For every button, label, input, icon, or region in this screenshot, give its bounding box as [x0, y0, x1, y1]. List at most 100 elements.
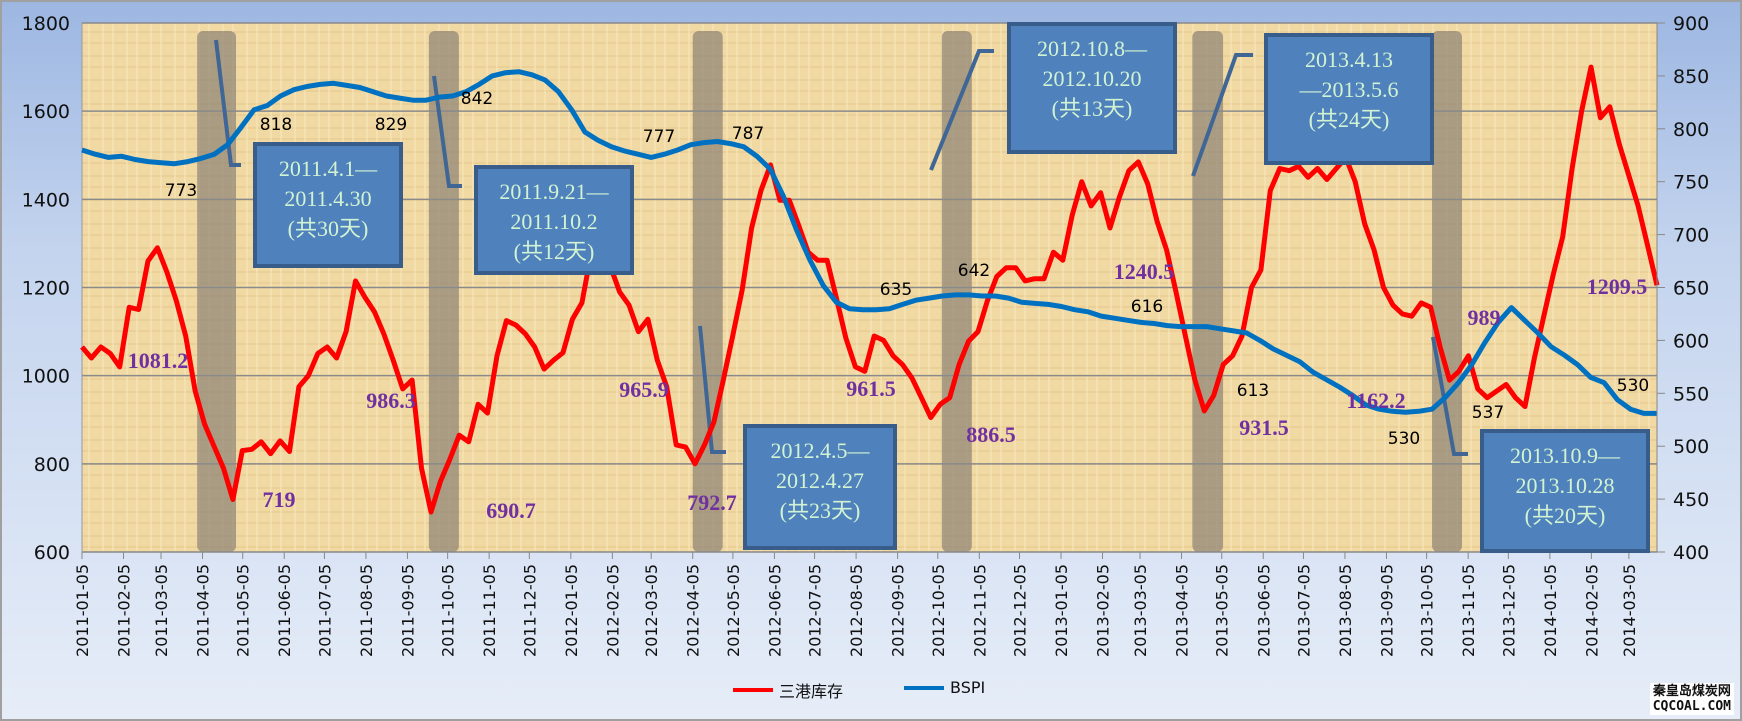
- inventory-label: 1240.5: [1114, 259, 1175, 284]
- callout-line: 2011.10.2: [510, 209, 598, 234]
- x-tick-label: 2012-07-05: [806, 564, 825, 657]
- inventory-label: 961.5: [846, 376, 896, 401]
- callout-leader: [929, 49, 994, 171]
- watermark-line: CQCOAL.COM: [1652, 699, 1731, 714]
- inventory-label: 1209.5: [1587, 274, 1648, 299]
- x-tick-label: 2013-05-05: [1213, 564, 1232, 657]
- legend-label: BSPI: [950, 678, 986, 697]
- x-tick-label: 2011-12-05: [520, 564, 539, 657]
- callout-line: (共30天): [287, 216, 369, 241]
- period-callout: 2013.4.13 —2013.5.6 (共24天): [1264, 33, 1434, 165]
- inventory-label: 719: [263, 487, 296, 512]
- y-left-tick-label: 1600: [22, 101, 70, 123]
- x-tick-label: 2012-05-05: [724, 564, 743, 657]
- x-tick-label: 2011-02-05: [115, 564, 134, 657]
- inventory-line: [80, 64, 1660, 515]
- inventory-label: 886.5: [966, 422, 1016, 447]
- legend-bspi: BSPI: [904, 678, 985, 697]
- x-tick-label: 2011-09-05: [398, 564, 417, 657]
- bspi-label: 635: [880, 280, 912, 300]
- shaded-period-band: [1432, 31, 1462, 552]
- callout-line: 2011.4.30: [284, 186, 372, 211]
- callout-line: (共13天): [1051, 96, 1133, 121]
- x-tick-label: 2011-03-05: [152, 564, 171, 657]
- callout-line: 2013.10.28: [1515, 473, 1615, 498]
- x-tick-label: 2013-03-05: [1131, 564, 1150, 657]
- x-tick-label: 2012-04-05: [684, 564, 703, 657]
- inventory-label: 1081.2: [128, 348, 189, 373]
- x-tick-label: 2012-11-05: [970, 564, 989, 657]
- y-right-tick-label: 800: [1673, 119, 1709, 141]
- x-tick-label: 2012-02-05: [603, 564, 622, 657]
- inventory-label: 989: [1468, 305, 1501, 330]
- watermark-logo: 秦皇岛煤炭网 CQCOAL.COM: [1649, 683, 1734, 715]
- inventory-label: 965.9: [619, 377, 669, 402]
- x-tick-label: 2013-12-05: [1499, 564, 1518, 657]
- callout-leader: [698, 325, 726, 454]
- bspi-label: 777: [643, 127, 675, 147]
- legend-swatch-red: [733, 688, 773, 692]
- x-tick-label: 2014-01-05: [1541, 564, 1560, 657]
- inventory-label: 1162.2: [1346, 388, 1405, 413]
- bspi-label: 818: [260, 115, 292, 135]
- callout-line: —2013.5.6: [1299, 77, 1399, 102]
- x-tick-label: 2011-10-05: [439, 564, 458, 657]
- bspi-label: 642: [958, 261, 990, 281]
- x-tick-label: 2012-08-05: [847, 564, 866, 657]
- callout-line: 2012.10.8—: [1037, 36, 1147, 61]
- callout-leader: [432, 75, 462, 188]
- callout-line: (共24天): [1308, 107, 1390, 132]
- shaded-period-band: [941, 31, 972, 552]
- y-right-tick-label: 700: [1673, 225, 1709, 247]
- y-right-tick-label: 400: [1673, 542, 1709, 564]
- y-right-tick-label: 900: [1673, 13, 1709, 35]
- callout-line: (共23天): [779, 498, 861, 523]
- x-tick-label: 2011-11-05: [480, 564, 499, 657]
- legend-swatch-blue: [904, 685, 944, 690]
- x-tick-label: 2013-01-05: [1052, 564, 1071, 657]
- period-callout: 2013.10.9— 2013.10.28 (共20天): [1480, 429, 1650, 553]
- y-right-tick-label: 450: [1673, 489, 1709, 511]
- y-right-tick-label: 850: [1673, 66, 1709, 88]
- inventory-label: 986.3: [366, 388, 416, 413]
- x-tick-label: 2013-02-05: [1094, 564, 1113, 657]
- legend-label: 三港库存: [779, 682, 844, 701]
- legend-inventory: 三港库存: [733, 678, 843, 702]
- x-tick-label: 2014-03-05: [1620, 564, 1639, 657]
- callout-line: 2013.4.13: [1305, 47, 1393, 72]
- x-tick-label: 2011-06-05: [275, 564, 294, 657]
- inventory-label: 690.7: [486, 498, 536, 523]
- bspi-label: 829: [375, 115, 407, 135]
- callout-leader: [214, 39, 241, 167]
- shaded-period-band: [428, 31, 459, 552]
- y-right-tick-label: 500: [1673, 436, 1709, 458]
- y-left-tick-label: 600: [34, 542, 70, 564]
- callout-line: 2012.4.5—: [770, 438, 870, 463]
- x-tick-label: 2013-08-05: [1336, 564, 1355, 657]
- callout-line: 2012.4.27: [776, 468, 864, 493]
- inventory-label: 792.7: [687, 490, 737, 515]
- y-left-tick-label: 1400: [22, 189, 70, 211]
- bspi-label: 537: [1472, 403, 1504, 423]
- callout-leader: [1191, 53, 1253, 177]
- callout-line: 2011.9.21—: [499, 179, 609, 204]
- x-tick-label: 2011-07-05: [315, 564, 334, 657]
- y-left-tick-label: 1200: [22, 278, 70, 300]
- x-tick-label: 2011-01-05: [73, 564, 92, 657]
- y-right-tick-label: 650: [1673, 278, 1709, 300]
- y-left-tick-label: 1800: [22, 13, 70, 35]
- callout-line: 2013.10.9—: [1510, 443, 1620, 468]
- bspi-label: 616: [1131, 297, 1163, 317]
- period-callout: 2011.9.21— 2011.10.2 (共12天): [474, 165, 634, 275]
- bspi-label: 530: [1617, 376, 1649, 396]
- bspi-label: 842: [461, 89, 493, 109]
- x-tick-label: 2013-04-05: [1173, 564, 1192, 657]
- x-tick-label: 2013-09-05: [1377, 564, 1396, 657]
- x-tick-label: 2011-04-05: [194, 564, 213, 657]
- x-tick-label: 2012-03-05: [642, 564, 661, 657]
- callout-line: 2011.4.1—: [278, 156, 378, 181]
- y-left-tick-label: 800: [34, 454, 70, 476]
- bspi-label: 773: [165, 181, 197, 201]
- shaded-period-band: [197, 31, 237, 552]
